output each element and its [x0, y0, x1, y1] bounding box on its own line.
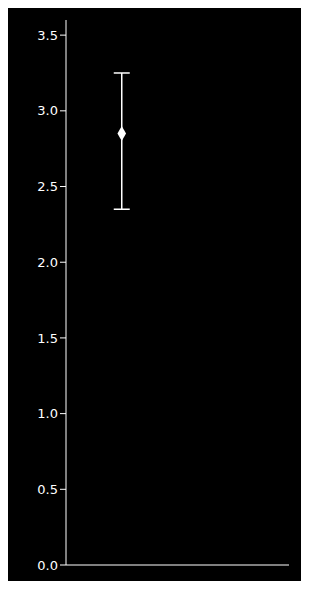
svg-text:0.0: 0.0: [37, 558, 58, 573]
svg-text:3.0: 3.0: [37, 103, 58, 118]
svg-text:2.5: 2.5: [37, 179, 58, 194]
svg-text:0.5: 0.5: [37, 482, 58, 497]
svg-text:2.0: 2.0: [37, 255, 58, 270]
svg-text:1.5: 1.5: [37, 331, 58, 346]
svg-text:1.0: 1.0: [37, 406, 58, 421]
svg-text:3.5: 3.5: [37, 28, 58, 43]
